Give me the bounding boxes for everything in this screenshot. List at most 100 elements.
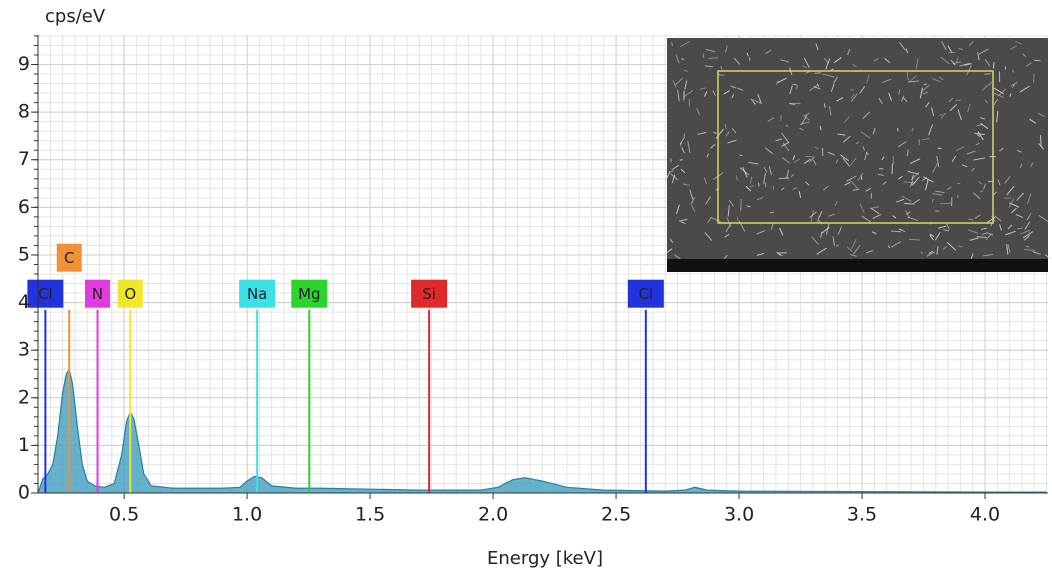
sem-streak [804, 158, 811, 164]
sem-streak [872, 214, 882, 219]
plot: Cl CN O Na Mg Si Cl [27, 35, 1048, 494]
sem-streak [819, 125, 822, 131]
sem-streak [836, 97, 844, 102]
sem-streak [980, 117, 986, 120]
sem-streak [833, 57, 842, 64]
sem-streak [928, 124, 934, 136]
sem-streak [896, 198, 905, 203]
sem-streak [939, 113, 943, 116]
sem-streak [878, 97, 883, 104]
sem-streak [859, 85, 866, 94]
sem-streak [908, 80, 920, 83]
sem-streak [664, 171, 671, 182]
sem-streak [710, 144, 716, 149]
sem-streak [882, 181, 887, 185]
sem-streak [739, 154, 743, 157]
sem-streak [675, 77, 683, 86]
sem-streak [764, 147, 774, 155]
sem-streak [822, 73, 835, 78]
sem-streak [830, 83, 835, 92]
sem-streak [925, 179, 929, 191]
sem-streak [768, 166, 772, 176]
sem-streak [781, 132, 789, 143]
sem-streak [697, 132, 707, 135]
spectrum-fill [38, 369, 1047, 493]
sem-streak [850, 254, 857, 257]
element-label: Si [422, 285, 436, 303]
sem-streak [993, 87, 1004, 95]
sem-streak [799, 127, 804, 131]
sem-streak [727, 205, 730, 217]
sem-texture [664, 40, 1052, 262]
sem-streak [977, 131, 984, 141]
sem-streak [871, 206, 880, 209]
sem-streak [988, 81, 993, 86]
sem-streak [1008, 198, 1015, 208]
sem-streak [949, 103, 958, 112]
sem-streak [1029, 162, 1034, 168]
sem-streak [842, 157, 851, 167]
sem-streak [976, 236, 987, 239]
sem-streak [892, 215, 897, 219]
sem-streak [802, 114, 811, 121]
sem-streak [860, 131, 871, 139]
sem-streak [861, 215, 872, 223]
element-label: O [124, 285, 136, 303]
sem-streak [792, 187, 797, 190]
sem-streak [733, 57, 741, 65]
sem-streak [1009, 202, 1020, 208]
sem-streak [1025, 245, 1030, 248]
sem-streak [941, 41, 947, 51]
sem-streak [706, 153, 710, 158]
sem-streak [708, 57, 718, 59]
sem-streak [951, 155, 957, 162]
sem-streak [682, 183, 690, 186]
sem-streak [999, 224, 1002, 231]
sem-streak [966, 150, 976, 155]
sem-streak [780, 59, 790, 63]
sem-streak [723, 254, 728, 260]
sem-streak [757, 93, 762, 103]
sem-streak [689, 189, 694, 200]
sem-streak [678, 218, 688, 222]
sem-streak [1007, 224, 1013, 230]
sem-image [664, 38, 1052, 272]
sem-streak [1019, 85, 1030, 93]
sem-streak [908, 238, 920, 241]
sem-streak [679, 136, 686, 145]
sem-streak [872, 127, 876, 135]
sem-streak [810, 210, 814, 222]
sem-streak [862, 146, 865, 151]
sem-streak [779, 227, 784, 236]
sem-streak [992, 62, 995, 69]
sem-streak [704, 91, 708, 97]
sem-streak [979, 190, 984, 193]
sem-streak [932, 162, 938, 174]
sem-streak [865, 187, 872, 192]
sem-streak [936, 156, 940, 167]
sem-streak [720, 66, 723, 70]
sem-streak [725, 131, 730, 137]
sem-streak [1022, 53, 1027, 58]
sem-streak [849, 179, 859, 189]
sem-streak [877, 173, 884, 177]
sem-streak [865, 151, 869, 156]
sem-streak [929, 234, 934, 241]
sem-streak [727, 139, 737, 144]
sem-streak [897, 175, 903, 180]
sem-streak [974, 132, 985, 136]
element-label: Na [247, 285, 267, 303]
sem-streak [873, 58, 879, 62]
sem-streak [726, 217, 732, 228]
sem-streak [993, 92, 1004, 99]
sem-streak [814, 146, 819, 150]
sem-streak [696, 107, 700, 115]
x-tick-label: 0.5 [109, 504, 139, 526]
sem-streak [1026, 212, 1032, 221]
sem-streak [881, 156, 885, 161]
element-label: Cl [638, 285, 653, 303]
x-tick-label: 1.0 [232, 504, 262, 526]
sem-streak [984, 99, 988, 104]
sem-streak [919, 87, 924, 99]
sem-streak [969, 237, 979, 241]
